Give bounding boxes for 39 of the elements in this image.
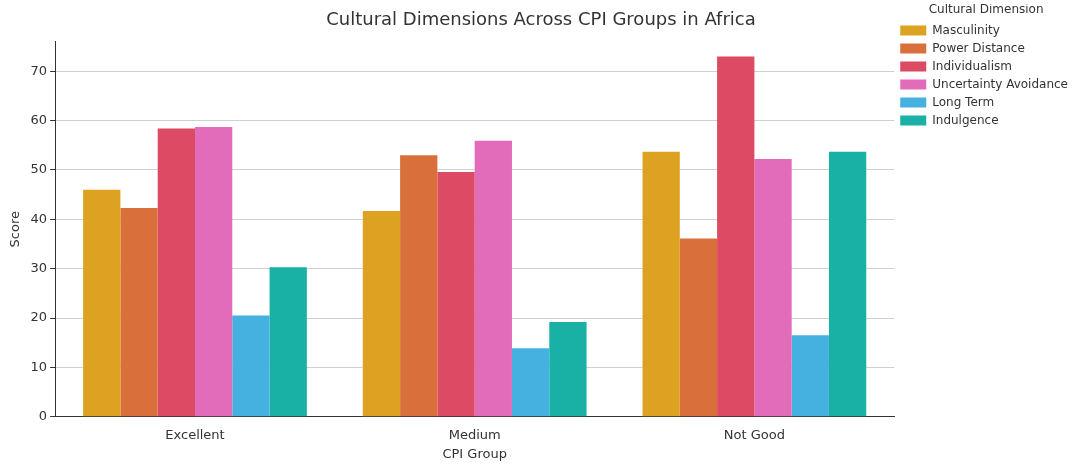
legend-label: Power Distance — [932, 40, 1025, 55]
chart-title: Cultural Dimensions Across CPI Groups in Africa — [326, 8, 756, 30]
y-tick-label: 30 — [30, 260, 48, 276]
bar — [120, 207, 158, 417]
legend-label: Individualism — [932, 58, 1012, 73]
y-tick-label: 10 — [30, 358, 48, 374]
bar — [437, 171, 475, 417]
legend-label: Masculinity — [932, 22, 1000, 37]
bar — [232, 315, 270, 417]
y-tick-label: 0 — [38, 408, 48, 424]
bar — [642, 151, 680, 417]
y-tick-label: 70 — [30, 62, 48, 78]
bar — [679, 238, 718, 417]
y-tick-label: 20 — [30, 309, 48, 325]
legend-label: Long Term — [932, 94, 995, 109]
bar — [791, 335, 829, 417]
bar — [83, 189, 121, 417]
x-axis-title: CPI Group — [442, 445, 507, 461]
bar — [474, 140, 512, 417]
bar — [269, 267, 307, 417]
y-tick-label: 40 — [30, 210, 48, 226]
x-tick-label: Medium — [448, 426, 501, 442]
bar — [400, 155, 438, 417]
y-tick-label: 50 — [30, 161, 48, 177]
bar — [828, 151, 867, 417]
legend-label: Indulgence — [932, 112, 999, 127]
bar — [549, 322, 587, 417]
bar — [754, 159, 792, 417]
bar — [717, 56, 755, 417]
bar — [157, 128, 195, 417]
x-tick-label: Excellent — [165, 426, 225, 442]
bar — [362, 210, 401, 417]
bar — [194, 127, 233, 417]
bar — [511, 348, 550, 417]
legend-title: Cultural Dimension — [928, 2, 1044, 17]
y-axis-title: Score — [7, 210, 23, 248]
x-tick-label: Not Good — [723, 426, 785, 442]
y-tick-label: 60 — [30, 111, 48, 127]
legend-label: Uncertainty Avoidance — [932, 76, 1068, 91]
